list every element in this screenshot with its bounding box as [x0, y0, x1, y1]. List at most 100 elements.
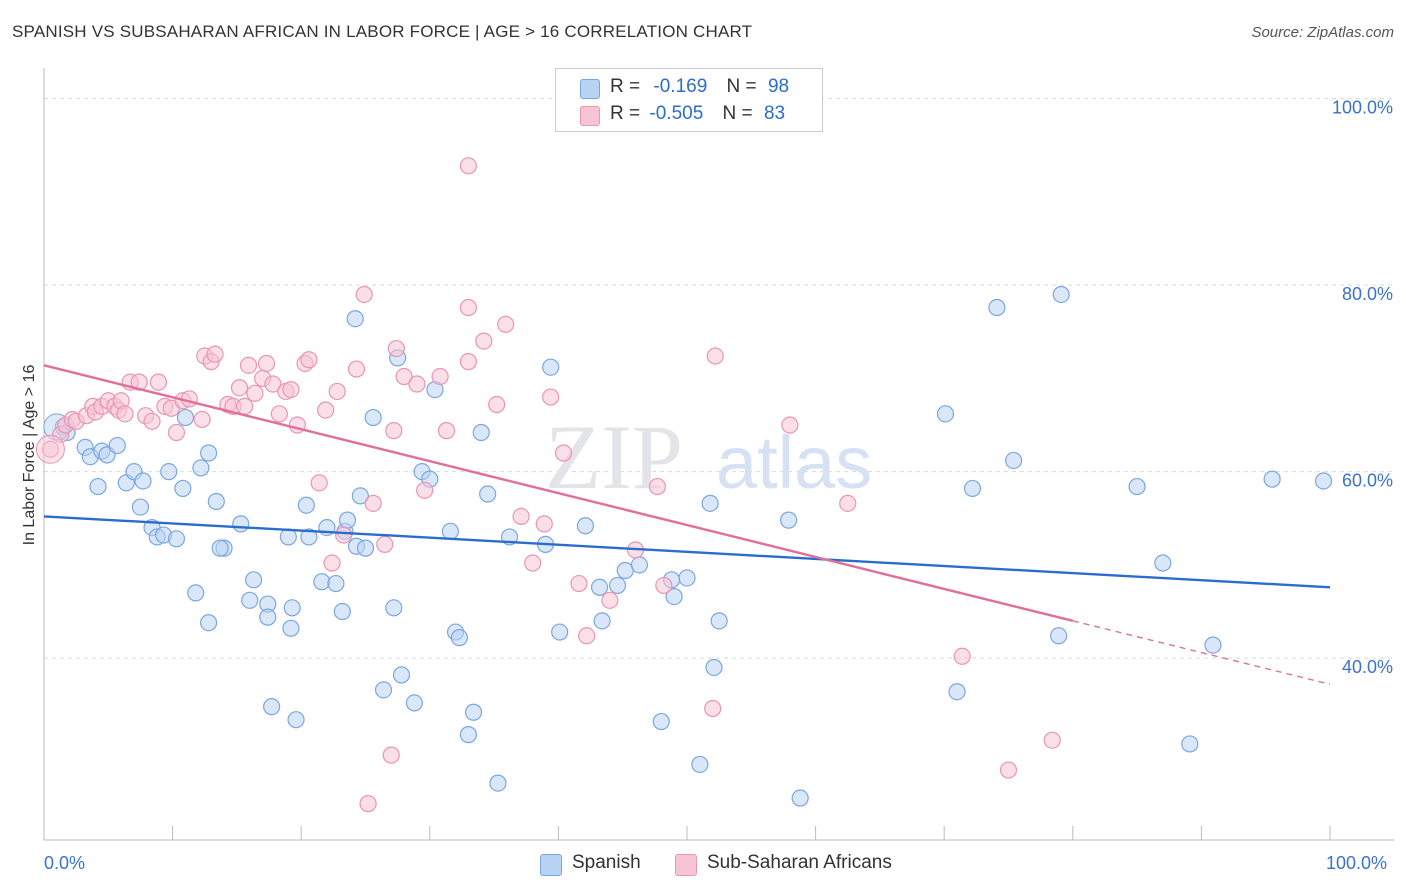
subsaharan-point: [376, 535, 394, 553]
spanish-point: [936, 405, 955, 423]
subsaharan-trend-line-extension: [1072, 620, 1331, 685]
subsaharan-point: [488, 395, 506, 414]
spanish-point: [608, 576, 627, 595]
spanish-point: [200, 444, 218, 462]
legend-r-label: R =: [610, 76, 641, 97]
subsaharan-point: [459, 298, 477, 317]
x-tick-label-min: 0.0%: [44, 853, 86, 873]
spanish-point: [665, 588, 683, 606]
subsaharan-point: [257, 354, 276, 373]
subsaharan-point: [554, 444, 573, 462]
spanish-point: [710, 612, 728, 630]
spanish-point: [207, 492, 225, 511]
y-tick-label-2: 80.0%: [1342, 284, 1393, 304]
spanish-point: [691, 755, 709, 774]
legend-r-value-subsaharan: -0.505: [649, 103, 704, 124]
subsaharan-point: [542, 388, 560, 406]
subsaharan-point: [246, 384, 264, 402]
subsaharan-point: [149, 373, 168, 391]
subsaharan-point: [328, 382, 346, 401]
y-tick-label-3: 100.0%: [1332, 98, 1393, 118]
subsaharan-point: [355, 285, 373, 304]
y-tick-label-0: 40.0%: [1342, 657, 1393, 677]
spanish-point: [450, 629, 468, 647]
legend-n-label: N =: [726, 76, 757, 97]
spanish-point: [593, 612, 611, 630]
legend-r-label: R =: [610, 103, 641, 124]
spanish-point: [176, 408, 195, 427]
bottom-legend-label-subsaharan: Sub-Saharan Africans: [707, 852, 892, 873]
subsaharan-point: [431, 367, 449, 386]
spanish-point: [108, 436, 126, 455]
subsaharan-point: [408, 375, 426, 393]
spanish-point: [1263, 470, 1281, 488]
subsaharan-point: [459, 353, 477, 371]
spanish-point: [551, 623, 569, 641]
subsaharan-point: [364, 494, 382, 512]
spanish-point: [1128, 477, 1146, 496]
spanish-point: [346, 310, 364, 328]
subsaharan-point: [347, 360, 366, 378]
subsaharan-point: [704, 699, 722, 718]
subsaharan-point: [387, 339, 405, 358]
spanish-point: [259, 608, 277, 626]
spanish-point: [1005, 451, 1023, 470]
spanish-point: [779, 511, 798, 529]
spanish-point: [630, 556, 649, 574]
subsaharan-point: [497, 315, 515, 333]
x-tick-label-max: 100.0%: [1326, 853, 1388, 873]
subsaharan-point: [382, 746, 400, 764]
subsaharan-point: [143, 412, 161, 430]
spanish-point: [948, 683, 966, 701]
spanish-point: [200, 614, 218, 632]
subsaharan-point: [300, 351, 318, 369]
spanish-point: [338, 511, 357, 529]
subsaharan-point: [335, 526, 353, 544]
spanish-point: [263, 698, 281, 716]
spanish-point: [652, 712, 670, 731]
legend-n-value-subsaharan: 83: [763, 103, 786, 124]
spanish-point: [678, 569, 696, 587]
subsaharan-point: [601, 591, 619, 609]
spanish-point: [232, 515, 250, 533]
legend-r-value-spanish: -0.169: [653, 76, 708, 97]
subsaharan-point: [206, 345, 224, 363]
spanish-point: [1204, 636, 1222, 654]
spanish-point: [590, 578, 609, 596]
legend-n-value-spanish: 98: [767, 76, 790, 97]
legend-swatch-spanish: [580, 79, 600, 99]
legend-n-label: N =: [722, 103, 753, 124]
chart-title: SPANISH VS SUBSAHARAN AFRICAN IN LABOR F…: [12, 22, 753, 41]
y-tick-labels: 40.0% 60.0% 80.0% 100.0%: [1332, 98, 1393, 678]
spanish-trend-line: [43, 515, 1331, 589]
subsaharan-points: [35, 157, 1061, 813]
spanish-point: [300, 528, 318, 546]
subsaharan-point: [230, 379, 249, 397]
spanish-point: [542, 358, 560, 376]
spanish-point: [1154, 554, 1172, 572]
spanish-point: [479, 485, 497, 503]
subsaharan-point: [116, 405, 134, 423]
subsaharan-point: [270, 405, 288, 423]
subsaharan-point: [395, 367, 413, 386]
subsaharan-point: [317, 401, 335, 419]
spanish-point: [287, 711, 305, 729]
grid-lines: [44, 98, 1394, 659]
subsaharan-point: [839, 494, 857, 512]
spanish-point: [241, 591, 259, 609]
spanish-point: [1314, 472, 1333, 490]
subsaharan-point: [239, 356, 258, 374]
correlation-legend: R = -0.169 N = 98 R = -0.505 N = 83: [555, 68, 823, 132]
source-label: Source: ZipAtlas.com: [1251, 24, 1394, 41]
spanish-point: [160, 463, 178, 481]
spanish-point: [1050, 627, 1068, 645]
subsaharan-point: [385, 422, 403, 440]
subsaharan-point: [655, 576, 673, 595]
spanish-point: [385, 599, 403, 617]
subsaharan-point: [475, 332, 493, 350]
spanish-point: [701, 494, 719, 512]
subsaharan-point-large: [35, 434, 65, 464]
subsaharan-point: [282, 380, 300, 399]
spanish-point: [364, 408, 382, 427]
